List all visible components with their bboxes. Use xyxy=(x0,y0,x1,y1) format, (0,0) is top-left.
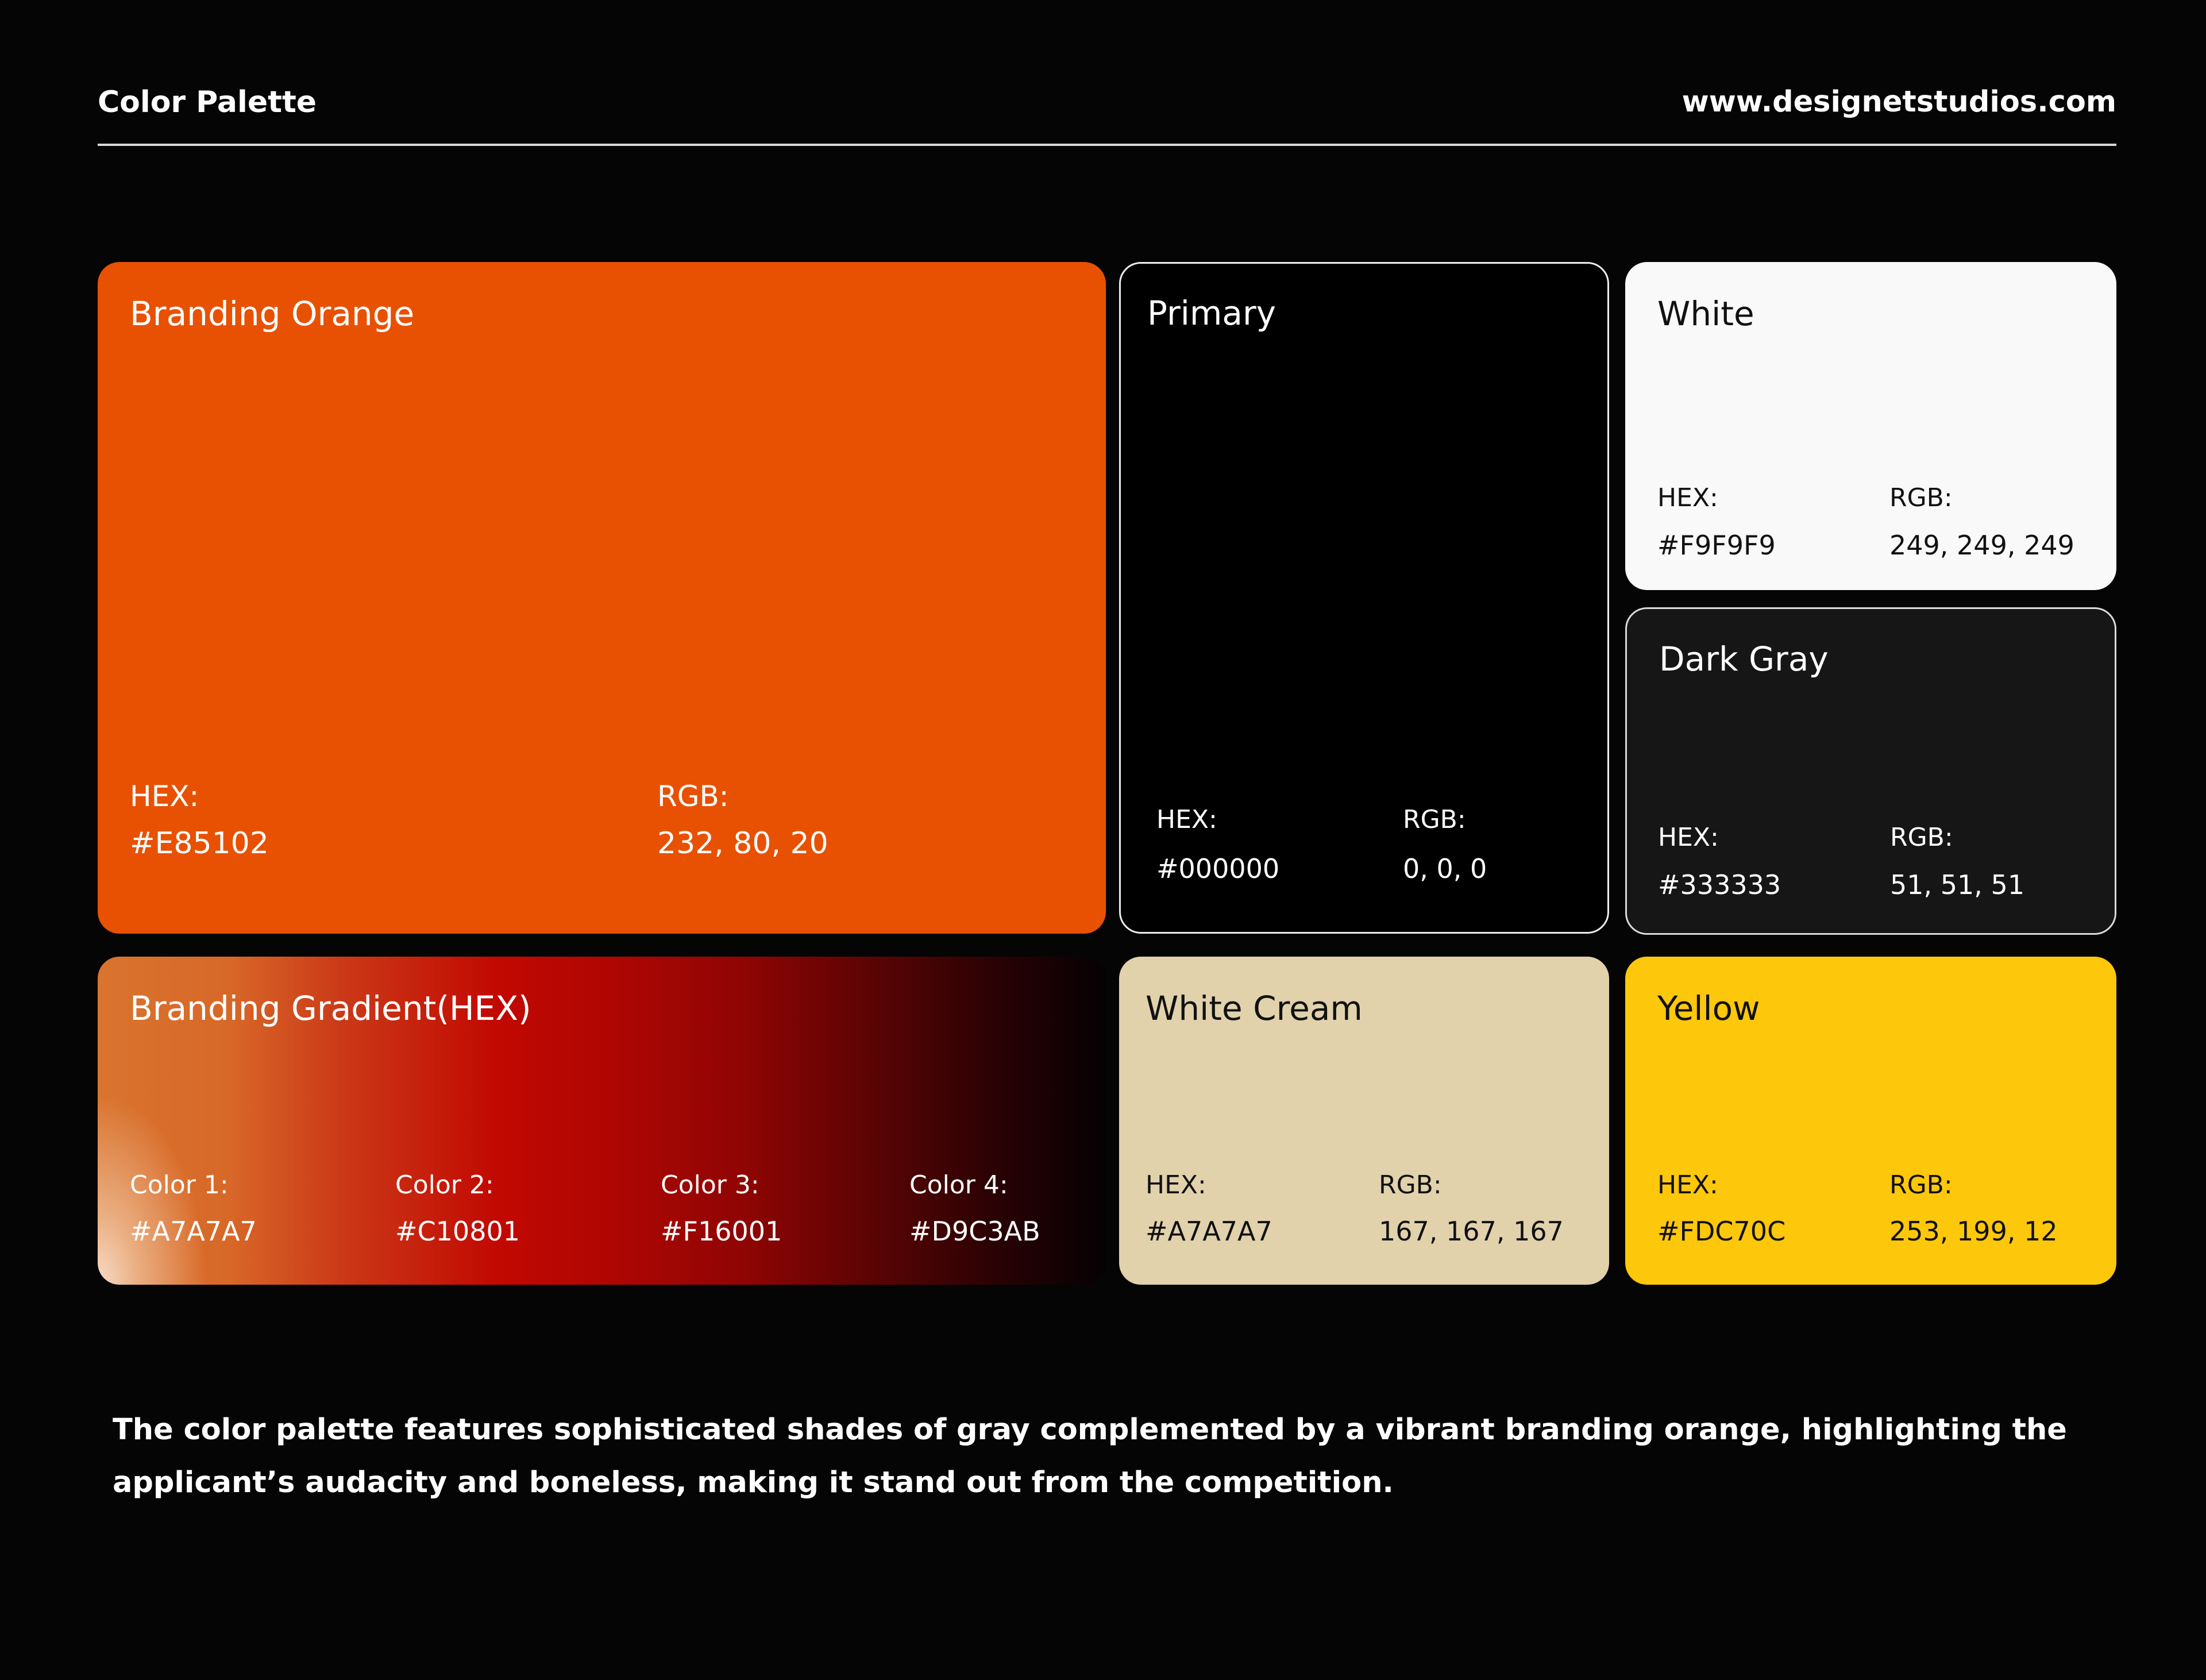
hex-value: #F9F9F9 xyxy=(1657,530,1776,561)
gradient-color-2-value: #C10801 xyxy=(395,1216,520,1247)
rgb-value: 249, 249, 249 xyxy=(1889,530,2074,561)
dark-gray-swatch: Dark Gray HEX: #333333 RGB: 51, 51, 51 xyxy=(1625,607,2116,935)
swatch-title: Yellow xyxy=(1657,989,1760,1028)
palette-description: The color palette features sophisticated… xyxy=(113,1413,2067,1500)
primary-swatch: Primary HEX: #000000 RGB: 0, 0, 0 xyxy=(1119,262,1609,934)
swatch-title: White xyxy=(1657,294,1754,333)
gradient-color-4-label: Color 4: xyxy=(909,1170,1008,1200)
gradient-color-2-label: Color 2: xyxy=(395,1170,494,1200)
rgb-label: RGB: xyxy=(1379,1170,1442,1200)
branding-gradient-swatch: Branding Gradient(HEX) Color 1: #A7A7A7 … xyxy=(98,957,1106,1285)
gradient-color-4-value: #D9C3AB xyxy=(909,1216,1040,1247)
swatch-title: White Cream xyxy=(1146,989,1363,1028)
branding-orange-swatch: Branding Orange HEX: #E85102 RGB: 232, 8… xyxy=(98,262,1106,934)
swatch-title: Branding Orange xyxy=(130,294,415,333)
hex-label: HEX: xyxy=(1156,805,1217,834)
header-divider xyxy=(98,144,2116,146)
hex-label: HEX: xyxy=(130,780,199,813)
gradient-color-3-value: #F16001 xyxy=(661,1216,782,1247)
hex-label: HEX: xyxy=(1657,483,1718,513)
gradient-color-3-label: Color 3: xyxy=(661,1170,759,1200)
swatch-title: Dark Gray xyxy=(1659,639,1829,679)
rgb-label: RGB: xyxy=(1890,823,1953,852)
hex-value: #333333 xyxy=(1658,869,1781,900)
hex-label: HEX: xyxy=(1657,1170,1718,1200)
white-cream-swatch: White Cream HEX: #A7A7A7 RGB: 167, 167, … xyxy=(1119,957,1609,1285)
hex-label: HEX: xyxy=(1658,823,1719,852)
gradient-color-1-label: Color 1: xyxy=(130,1170,229,1200)
rgb-label: RGB: xyxy=(657,780,729,813)
rgb-label: RGB: xyxy=(1403,805,1466,834)
rgb-value: 167, 167, 167 xyxy=(1379,1216,1564,1247)
rgb-value: 232, 80, 20 xyxy=(657,826,828,861)
hex-value: #A7A7A7 xyxy=(1146,1216,1272,1247)
rgb-value: 51, 51, 51 xyxy=(1890,869,2025,900)
rgb-value: 0, 0, 0 xyxy=(1403,853,1487,884)
white-swatch: White HEX: #F9F9F9 RGB: 249, 249, 249 xyxy=(1625,262,2116,590)
hex-value: #000000 xyxy=(1156,853,1280,884)
gradient-color-1-value: #A7A7A7 xyxy=(130,1216,257,1247)
page-title: Color Palette xyxy=(98,85,317,120)
rgb-label: RGB: xyxy=(1889,483,1953,513)
hex-label: HEX: xyxy=(1146,1170,1206,1200)
yellow-swatch: Yellow HEX: #FDC70C RGB: 253, 199, 12 xyxy=(1625,957,2116,1285)
swatch-title: Branding Gradient(HEX) xyxy=(130,989,531,1028)
hex-value: #FDC70C xyxy=(1657,1216,1786,1247)
rgb-value: 253, 199, 12 xyxy=(1889,1216,2058,1247)
hex-value: #E85102 xyxy=(130,826,269,861)
rgb-label: RGB: xyxy=(1889,1170,1953,1200)
swatch-title: Primary xyxy=(1147,294,1276,333)
website-link[interactable]: www.designetstudios.com xyxy=(1682,85,2116,119)
